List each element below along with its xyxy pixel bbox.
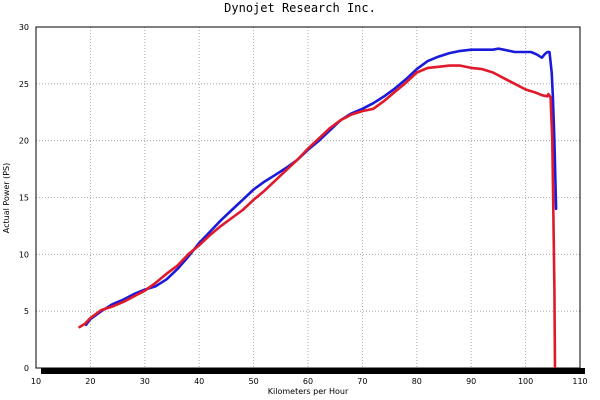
x-tick-label: 50	[249, 377, 259, 386]
series-layer	[78, 47, 558, 370]
x-tick-label: 80	[412, 377, 422, 386]
x-tick-label: 110	[572, 377, 587, 386]
x-tick-label: 60	[303, 377, 313, 386]
chart-title: Dynojet Research Inc.	[224, 1, 376, 15]
x-tick-label: 100	[518, 377, 533, 386]
ticks-layer: 10 20 30 40 50 60 70 80 90 100 110 0 5 10 15 20 25 30	[19, 23, 588, 386]
grid-layer	[36, 27, 580, 368]
y-axis-label: Actual Power (PS)	[2, 163, 11, 233]
x-tick-label: 40	[194, 377, 204, 386]
y-tick-label: 0	[24, 364, 29, 373]
y-tick-label: 25	[19, 80, 29, 89]
y-tick-label: 20	[19, 137, 29, 146]
series-line-2	[78, 64, 557, 370]
bottom-axis-bar	[41, 368, 585, 374]
x-tick-label: 70	[357, 377, 367, 386]
x-tick-label: 20	[85, 377, 95, 386]
x-axis-label: Kilometers per Hour	[268, 387, 349, 396]
y-tick-label: 30	[19, 23, 29, 32]
y-tick-label: 15	[19, 194, 29, 203]
y-tick-label: 10	[19, 250, 29, 259]
x-tick-label: 30	[140, 377, 150, 386]
series-line-1	[84, 47, 558, 327]
x-tick-label: 90	[466, 377, 476, 386]
y-tick-label: 5	[24, 307, 29, 316]
x-tick-label: 10	[31, 377, 41, 386]
